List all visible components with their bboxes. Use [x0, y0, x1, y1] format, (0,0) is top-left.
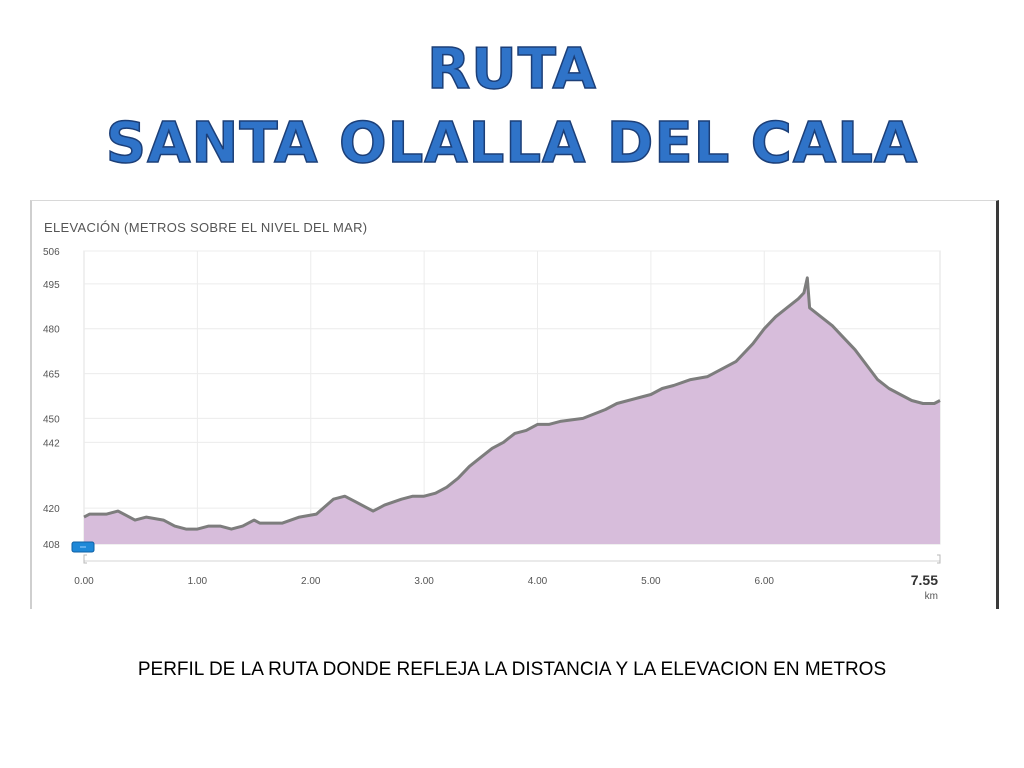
y-tick-label: 506 — [43, 247, 60, 258]
y-tick-label: 442 — [43, 438, 60, 449]
title-line-1: RUTA — [426, 37, 597, 103]
elevation-chart: ELEVACIÓN (METROS SOBRE EL NIVEL DEL MAR… — [43, 220, 941, 602]
x-tick-label: 2.00 — [301, 576, 321, 587]
title-line-2: SANTA OLALLA DEL CALA — [105, 111, 919, 177]
y-tick-label: 408 — [43, 540, 60, 551]
x-tick-label: 1.00 — [188, 576, 208, 587]
y-tick-label: 420 — [43, 504, 60, 515]
x-tick-label: 6.00 — [755, 576, 775, 587]
elevation-line — [83, 276, 941, 531]
elevation-area — [84, 277, 940, 544]
range-bracket-right — [937, 554, 941, 564]
x-tick-label: 3.00 — [414, 576, 434, 587]
y-tick-label: 465 — [43, 370, 60, 381]
x-unit-label: km — [925, 591, 938, 602]
x-end-label: 7.55 — [911, 572, 938, 588]
y-tick-label: 450 — [43, 414, 60, 425]
y-tick-label: 495 — [43, 280, 60, 291]
y-tick-label: 480 — [43, 325, 60, 336]
range-bracket-left — [83, 554, 87, 564]
chart-title: ELEVACIÓN (METROS SOBRE EL NIVEL DEL MAR… — [44, 220, 367, 235]
x-tick-label: 0.00 — [74, 576, 94, 587]
x-tick-label: 4.00 — [528, 576, 548, 587]
caption: PERFIL DE LA RUTA DONDE REFLEJA LA DISTA… — [137, 659, 887, 680]
x-tick-label: 5.00 — [641, 576, 661, 587]
elevation-chart-panel: ELEVACIÓN (METROS SOBRE EL NIVEL DEL MAR… — [30, 200, 999, 609]
